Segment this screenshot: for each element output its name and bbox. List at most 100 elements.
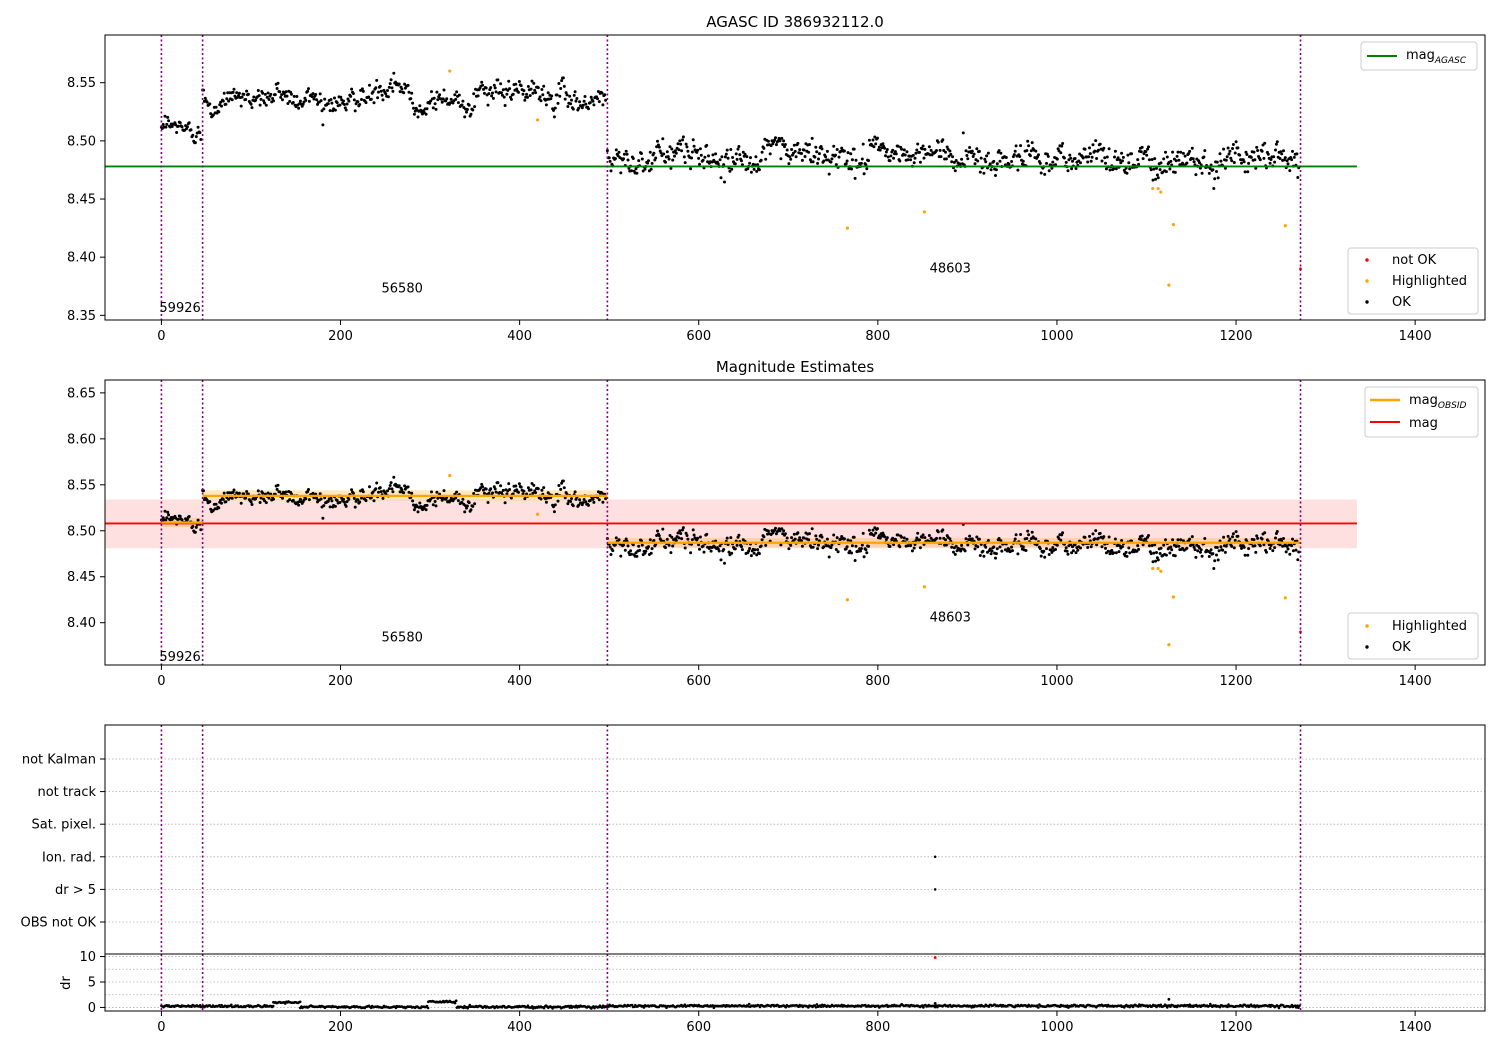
panel1-ok-point — [440, 100, 444, 104]
panel1-ok-point — [352, 98, 356, 102]
panel2-ok-point — [1268, 547, 1272, 550]
panel2-ok-point — [1106, 549, 1110, 553]
panel2-ok-point — [872, 533, 876, 537]
panel2-ok-point — [749, 554, 753, 558]
panel1-ok-point — [476, 94, 480, 98]
panel1-ok-point — [556, 101, 560, 105]
panel2-ok-point — [1112, 551, 1116, 555]
panel2-ok-point — [762, 535, 766, 539]
dr-point — [426, 1006, 430, 1010]
panel1-ok-point — [199, 138, 203, 141]
panel2-ok-point — [199, 528, 203, 532]
panel2-ok-point — [883, 535, 887, 539]
panel2-highlighted-point — [1171, 595, 1175, 599]
panel2-ok-point — [737, 533, 741, 537]
panel1-ok-point — [1149, 168, 1153, 172]
panel1-ok-point — [729, 148, 733, 151]
panel1-ok-point — [347, 99, 351, 103]
panel1-ok-point — [263, 101, 266, 105]
panel1-ok-point — [834, 153, 837, 157]
panel1-ok-point — [1269, 158, 1273, 161]
panel1-ok-point — [871, 138, 875, 142]
panel2-ok-point — [231, 490, 235, 494]
panel2-ok-point — [1000, 549, 1004, 553]
panel1-ok-point — [596, 97, 599, 101]
panel1-ok-point — [349, 94, 353, 98]
panel1-ok-point — [935, 149, 938, 152]
panel2-ok-point — [1215, 553, 1218, 557]
panel1-ok-point — [1164, 150, 1167, 154]
panel1-ok-point — [854, 158, 858, 162]
panel2-ok-point — [552, 510, 556, 514]
panel2-ok-point — [871, 528, 875, 532]
panel4-xtick-label: 600 — [686, 1020, 711, 1035]
panel1-ok-point — [936, 140, 940, 144]
panel2-ok-point — [471, 504, 475, 508]
panel1-ok-point — [752, 167, 756, 171]
panel2-ok-point — [494, 490, 498, 494]
panel2-ok-point — [307, 488, 310, 491]
panel1-ok-point — [1231, 147, 1234, 150]
panel1-ok-point — [1007, 162, 1011, 166]
panel2-ok-point — [278, 490, 282, 494]
panel2-ok-point — [509, 496, 513, 500]
panel1-ok-point — [265, 95, 269, 99]
panel2-ok-point — [834, 548, 838, 551]
panel2-ok-point — [789, 543, 793, 547]
panel1-ok-point — [307, 87, 310, 91]
dr-point — [298, 1000, 302, 1004]
panel1-ok-point — [185, 125, 189, 129]
panel1-ok-point — [1104, 167, 1108, 171]
panel1-ok-point — [1253, 158, 1257, 162]
panel1-ok-point — [1027, 144, 1031, 148]
panel2-ok-point — [230, 496, 234, 500]
panel1-ok-point — [231, 90, 235, 94]
panel2-ok-point — [878, 536, 882, 540]
panel1-ok-point — [970, 149, 974, 153]
panel2-ok-point — [454, 496, 458, 500]
panel2-ok-point — [232, 488, 236, 492]
panel1-ok-point — [573, 90, 577, 94]
panel2-ok-point — [1155, 551, 1158, 554]
panel1-ok-point — [944, 150, 947, 154]
panel1-ok-point — [913, 156, 917, 160]
panel1-ok-point — [1215, 160, 1219, 164]
panel2-ok-point — [690, 538, 694, 542]
panel2-ok-point — [166, 510, 170, 514]
panel2-ok-point — [508, 488, 512, 491]
panel1-ok-point — [950, 160, 954, 164]
panel2-ok-point — [480, 482, 484, 486]
panel2-ok-point — [997, 537, 1001, 540]
flag-point — [933, 855, 937, 859]
panel2-ok-point — [440, 498, 444, 502]
panel1-ok-point — [985, 154, 989, 158]
panel1-ok-point — [774, 136, 777, 140]
panel2-ok-point — [178, 514, 182, 518]
panel1-ok-point — [330, 101, 334, 105]
panel1-ok-point — [1102, 146, 1106, 150]
panel2-ok-point — [683, 546, 687, 550]
panel1-ok-point — [844, 162, 848, 166]
panel1-ok-point — [1175, 154, 1179, 158]
panel2-ok-point — [220, 501, 223, 505]
panel1-ok-point — [489, 86, 493, 90]
panel2-ok-point — [377, 490, 380, 494]
panel2-ok-point — [577, 503, 581, 507]
panel2-ok-point — [680, 537, 684, 541]
panel1-ok-point — [1154, 177, 1158, 181]
panel2-ok-point — [532, 483, 536, 487]
panel2-ytick-label: 8.50 — [67, 524, 96, 539]
panel1-ok-point — [322, 107, 326, 111]
panel1-ok-point — [656, 139, 659, 143]
panel2-ok-point — [433, 500, 437, 503]
panel2-ok-point — [902, 536, 906, 540]
panel1-ok-point — [1057, 149, 1061, 153]
panel2-ok-point — [484, 487, 488, 491]
panel1-ok-point — [1260, 149, 1264, 153]
panel1-ok-point — [472, 92, 476, 96]
panel2-highlighted-point — [1151, 566, 1155, 571]
panel1-ok-point — [367, 95, 371, 99]
panel2-legend-top: magOBSID mag — [1364, 386, 1479, 438]
legend-not-ok-label: not OK — [1392, 253, 1437, 268]
panel2-ok-point — [867, 544, 870, 548]
